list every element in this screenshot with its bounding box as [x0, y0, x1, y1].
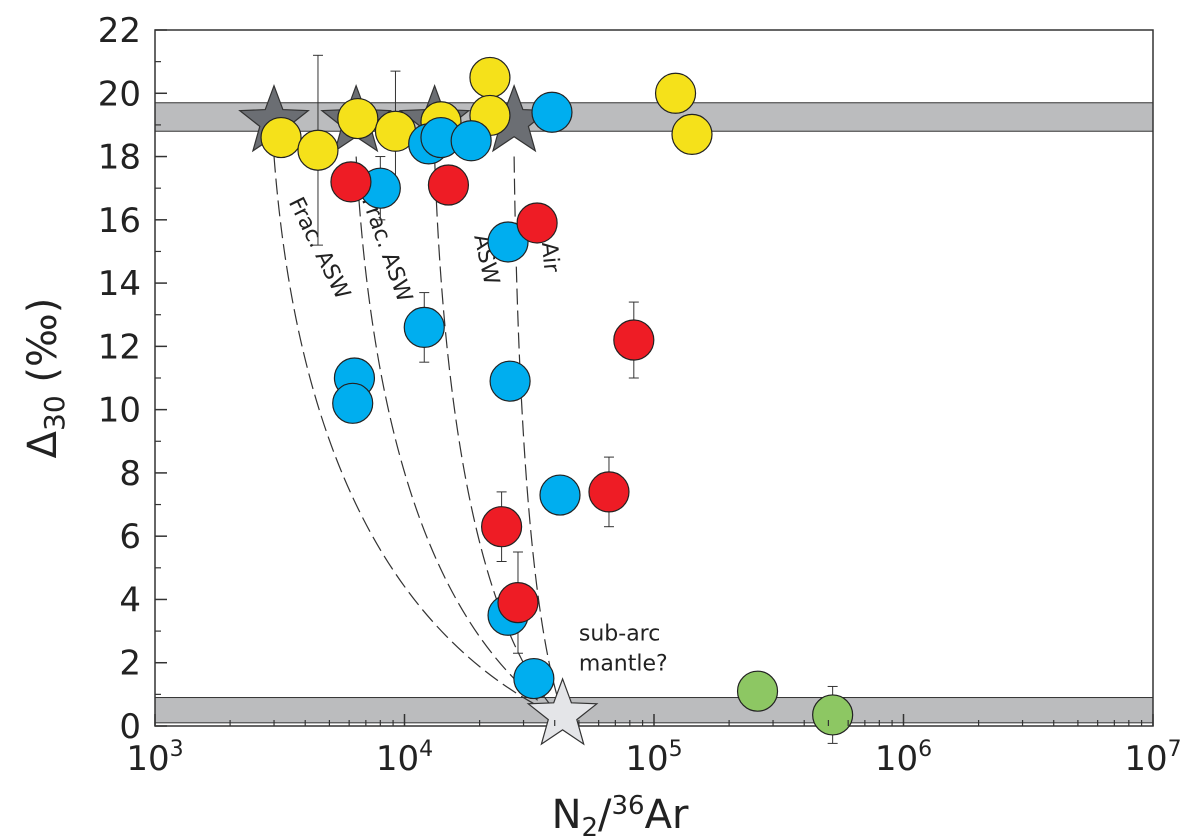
- y-tick-label: 8: [119, 454, 141, 494]
- y-tick-label: 10: [98, 391, 141, 431]
- annotation-line-1: sub-arc: [579, 622, 660, 647]
- data-point-yellow: [671, 113, 713, 155]
- x-tick-label: 105: [625, 737, 682, 779]
- data-point-red: [330, 161, 372, 203]
- data-point-blue: [539, 474, 581, 516]
- y-axis-title: Δ30 (‰): [20, 298, 71, 459]
- points-layer: [260, 56, 854, 736]
- y-tick-label: 16: [98, 201, 141, 241]
- y-tick-label: 4: [119, 580, 141, 620]
- data-point-green: [736, 670, 779, 712]
- x-tick-label: 106: [875, 737, 932, 779]
- y-axis: 0 2 4 6 8 10 12 14 16 18 20 22: [98, 11, 167, 747]
- x-axis: 103 104 105 106 107: [126, 714, 1182, 779]
- y-tick-label: 18: [98, 138, 141, 178]
- data-point-red: [480, 506, 523, 548]
- y-tick-label: 22: [98, 11, 141, 51]
- data-point-blue: [489, 360, 531, 402]
- x-tick-label: 103: [126, 737, 183, 779]
- annotation: sub-arc mantle?: [579, 622, 668, 677]
- stars-layer: [238, 83, 599, 746]
- x-axis-title: N2/36Ar: [552, 791, 689, 838]
- data-point-blue: [531, 91, 573, 133]
- data-point-blue: [332, 382, 374, 424]
- curve-label: Air: [536, 241, 564, 274]
- data-point-red: [427, 164, 470, 206]
- data-point-yellow: [469, 56, 511, 99]
- y-tick-label: 2: [119, 644, 141, 684]
- data-point-red: [588, 471, 630, 513]
- data-point-green: [812, 694, 854, 736]
- mixing-curve-2: [355, 156, 556, 714]
- curve-label: Frac. ASW: [283, 194, 355, 304]
- data-point-yellow: [337, 97, 379, 140]
- data-point-red: [497, 582, 539, 624]
- data-point-blue: [450, 120, 492, 162]
- y-tick-label: 6: [119, 517, 141, 557]
- data-point-red: [516, 202, 558, 244]
- star-endmember-icon: [526, 677, 599, 746]
- x-tick-label: 104: [376, 737, 433, 779]
- data-point-blue: [513, 657, 555, 700]
- data-point-red: [613, 319, 655, 361]
- mixing-curve-1: [273, 156, 553, 714]
- data-point-yellow: [297, 129, 339, 171]
- data-point-yellow: [654, 72, 697, 114]
- y-tick-label: 20: [98, 74, 141, 114]
- data-point-blue: [403, 306, 445, 348]
- curve-label: Frac. ASW: [356, 193, 417, 306]
- y-tick-label: 12: [98, 327, 141, 367]
- annotation-line-2: mantle?: [579, 652, 668, 677]
- y-tick-label: 14: [98, 264, 141, 304]
- band-1: [154, 102, 1154, 132]
- x-tick-label: 107: [1124, 737, 1181, 779]
- y-tick-label: 0: [119, 707, 141, 747]
- data-point-yellow: [260, 116, 302, 159]
- data-point-blue: [487, 221, 529, 263]
- errorbars-layer: [312, 54, 838, 744]
